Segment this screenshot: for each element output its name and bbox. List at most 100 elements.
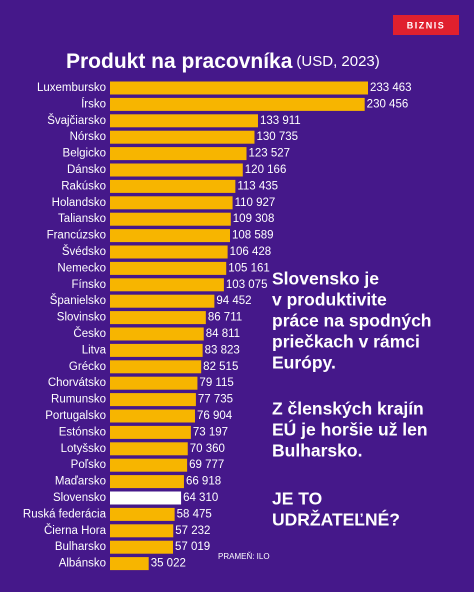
- category-label: Poľsko: [71, 459, 106, 471]
- bar: [110, 409, 195, 423]
- category-label: Dánsko: [67, 164, 106, 176]
- annotation: v produktivite: [272, 290, 387, 310]
- bar: [110, 311, 206, 325]
- category-label: Lotyšsko: [61, 443, 106, 455]
- bar: [110, 278, 224, 292]
- value-label: 77 735: [198, 394, 233, 406]
- bar: [110, 147, 247, 161]
- bar: [110, 442, 188, 456]
- value-label: 82 515: [203, 361, 238, 373]
- value-label: 35 022: [151, 558, 186, 570]
- category-label: Luxembursko: [37, 82, 106, 94]
- bar: [110, 130, 255, 144]
- category-label: Rumunsko: [51, 394, 106, 406]
- bar: [110, 475, 184, 489]
- bar: [110, 507, 175, 521]
- value-label: 109 308: [233, 213, 275, 225]
- value-label: 106 428: [230, 246, 272, 258]
- category-label: Čierna Hora: [44, 524, 107, 537]
- category-label: Maďarsko: [55, 476, 106, 488]
- value-label: 84 811: [206, 328, 240, 340]
- bar: [110, 97, 365, 111]
- annotation: JE TO: [272, 489, 322, 509]
- category-label: Bulharsko: [55, 541, 106, 553]
- value-label: 70 360: [190, 443, 225, 455]
- category-label: Rakúsko: [61, 180, 106, 192]
- bar: [110, 114, 258, 128]
- value-label: 130 735: [256, 131, 298, 143]
- annotation: Z členských krajín: [272, 399, 424, 419]
- category-label: Švédsko: [62, 245, 106, 258]
- bar: [110, 163, 243, 177]
- value-label: 110 927: [235, 197, 276, 209]
- bar: [110, 196, 233, 210]
- category-label: Grécko: [69, 361, 106, 373]
- bar: [110, 261, 227, 275]
- category-label: Chorvátsko: [48, 377, 106, 389]
- value-label: 86 711: [208, 312, 242, 324]
- category-label: Portugalsko: [45, 410, 106, 422]
- value-label: 76 904: [197, 410, 233, 422]
- bar: [110, 179, 236, 193]
- annotation: Slovensko je: [272, 269, 379, 289]
- category-label: Holandsko: [52, 197, 106, 209]
- chart-title: Produkt na pracovníka (USD, 2023): [66, 50, 380, 73]
- category-label: Slovinsko: [57, 312, 106, 324]
- badge: BIZNIS: [407, 20, 446, 30]
- bar: [110, 245, 228, 259]
- annotation: Európy.: [272, 353, 336, 373]
- value-label: 57 019: [175, 541, 210, 553]
- category-label: Albánsko: [59, 558, 106, 570]
- source: PRAMEŇ: ILO: [218, 552, 270, 561]
- category-label: Taliansko: [58, 213, 106, 225]
- subtitle: (USD, 2023): [296, 53, 379, 70]
- value-label: 103 075: [226, 279, 268, 291]
- bar: [110, 376, 198, 390]
- value-label: 58 475: [177, 508, 212, 520]
- category-label: Írsko: [81, 97, 106, 110]
- category-label: Česko: [73, 327, 106, 340]
- annotation: UDRŽATEĽNÉ?: [272, 509, 400, 530]
- value-label: 83 823: [205, 344, 240, 356]
- bar: [110, 557, 149, 571]
- value-label: 113 435: [237, 180, 278, 192]
- bar: [110, 327, 204, 341]
- value-label: 105 161: [228, 262, 270, 274]
- category-label: Estónsko: [59, 426, 106, 438]
- category-label: Španielsko: [50, 294, 106, 307]
- annotation: Bulharsko.: [272, 441, 362, 461]
- category-label: Nórsko: [70, 131, 106, 143]
- value-label: 108 589: [232, 230, 274, 242]
- category-label: Nemecko: [57, 262, 106, 274]
- bar: [110, 343, 203, 357]
- value-label: 233 463: [370, 82, 412, 94]
- value-label: 66 918: [186, 476, 221, 488]
- category-label: Švajčiarsko: [47, 114, 106, 127]
- category-label: Slovensko: [53, 492, 106, 504]
- bar: [110, 491, 182, 505]
- bar: [110, 212, 231, 226]
- value-label: 73 197: [193, 426, 228, 438]
- bar: [110, 540, 174, 554]
- bar: [110, 393, 196, 407]
- value-label: 133 911: [260, 115, 301, 127]
- bar: [110, 81, 368, 95]
- bar: [110, 360, 202, 374]
- category-label: Fínsko: [71, 279, 106, 291]
- value-label: 69 777: [189, 459, 224, 471]
- value-label: 94 452: [216, 295, 251, 307]
- title: Produkt na pracovníka: [66, 50, 293, 73]
- annotation: EÚ je horšie už len: [272, 419, 428, 440]
- bar: [110, 425, 191, 439]
- value-label: 57 232: [175, 525, 210, 537]
- category-label: Belgicko: [63, 148, 106, 160]
- category-label: Ruská federácia: [23, 508, 107, 520]
- bar: [110, 524, 174, 538]
- bar: [110, 229, 231, 243]
- value-label: 120 166: [245, 164, 287, 176]
- badge-bg: [393, 15, 459, 35]
- value-label: 79 115: [199, 377, 233, 389]
- value-label: 64 310: [183, 492, 218, 504]
- value-label: 230 456: [367, 98, 409, 110]
